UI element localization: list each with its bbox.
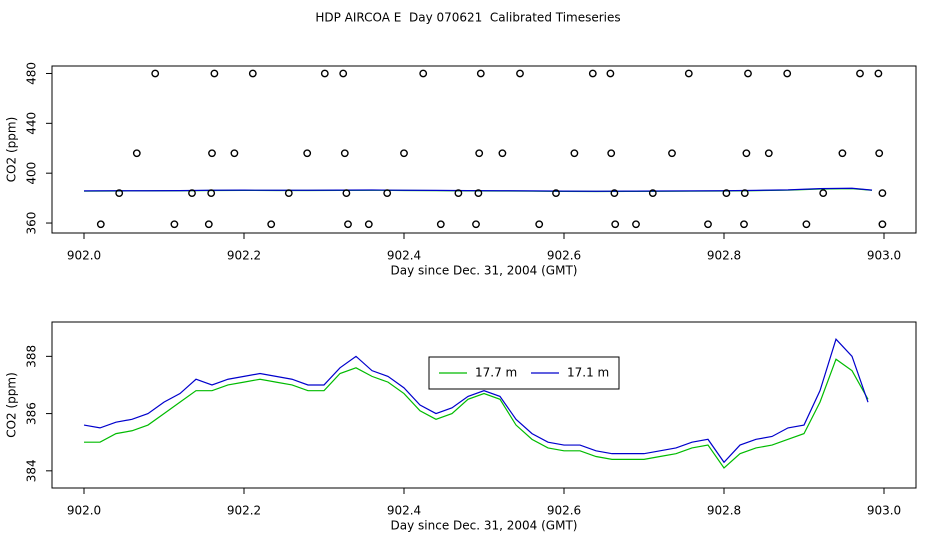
calibration-point [610,189,619,198]
calibration-point [474,189,483,198]
series-line [83,338,869,464]
calibration-point [611,220,620,229]
calibration-point [132,149,141,158]
calibration-point [648,189,657,198]
y-tick-label: 400 [25,162,39,185]
calibration-point [436,220,445,229]
x-tick-label: 902.0 [67,249,101,263]
calibration-point [740,220,748,229]
y-tick-label: 440 [25,112,39,135]
calibration-point [607,149,616,158]
x-tick-label: 902.6 [547,504,581,518]
calibration-point [856,69,864,78]
calibration-point [344,220,352,229]
calibration-point [400,149,408,158]
legend-label: 17.1 m [567,366,609,380]
calibration-point [498,149,507,158]
x-axis-label: Day since Dec. 31, 2004 (GMT) [391,519,578,533]
calibration-point [875,149,884,158]
x-tick-label: 903.0 [867,249,901,263]
y-tick-label: 388 [25,345,39,368]
calibration-point [342,189,351,198]
series-line [84,358,869,469]
y-tick-label: 386 [25,402,39,425]
calibration-point [339,69,348,78]
calibration-point [303,149,312,158]
calibration-point [96,220,105,229]
calibration-point [740,189,749,198]
calibration-point [170,220,179,229]
plot-frame [51,65,917,234]
x-axis-label: Day since Dec. 31, 2004 (GMT) [391,264,578,278]
calibration-point [248,69,257,78]
calibration-point [340,149,349,158]
calibration-point [267,220,276,229]
calibration-point [207,189,216,198]
y-axis-label: CO2 (ppm) [5,117,19,183]
figure-title: HDP AIRCOA E Day 070621 Calibrated Times… [315,11,620,25]
x-tick-label: 903.0 [867,504,901,518]
calibration-point [535,220,544,229]
calibration-point [802,220,811,229]
x-tick-label: 902.4 [387,504,421,518]
y-tick-label: 384 [25,459,39,482]
calibration-point [874,69,883,78]
x-tick-label: 902.2 [227,504,261,518]
calibration-point [320,69,329,78]
calibration-point [878,220,887,229]
x-tick-label: 902.0 [67,504,101,518]
calibration-point [838,149,847,158]
calibration-point [684,69,693,78]
x-tick-label: 902.2 [227,249,261,263]
calibration-point [284,189,293,198]
calibration-point [764,149,773,158]
calibration-point [454,189,463,198]
calibration-point [476,69,485,78]
calibration-point [230,149,239,158]
calibration-point [475,149,484,158]
calibration-point [742,149,751,158]
calibration-point [552,189,560,198]
y-tick-label: 480 [25,62,39,85]
calibration-point [210,69,219,78]
calibration-point [364,220,373,229]
y-tick-label: 360 [25,212,39,235]
x-tick-label: 902.8 [707,249,741,263]
calibration-point [744,69,752,78]
calibration-point [632,220,640,229]
x-tick-label: 902.4 [387,249,421,263]
calibration-point [570,149,579,158]
calibration-point [606,69,615,78]
series-line [83,187,873,192]
calibration-point [472,220,480,229]
calibration-point [383,189,392,198]
calibration-point [878,189,887,198]
calibration-point [204,220,213,229]
calibration-point [819,189,828,198]
calibration-point [722,189,731,198]
legend-label: 17.7 m [475,366,517,380]
calibration-point [208,149,216,158]
calibration-point [668,149,676,158]
calibration-point [704,220,712,229]
calibration-point [151,69,160,78]
y-axis-label: CO2 (ppm) [5,372,19,438]
calibration-point [588,69,597,78]
calibration-point [419,69,428,78]
calibration-point [188,189,196,198]
calibration-point [783,69,792,78]
calibration-point [115,189,124,198]
calibration-point [516,69,524,78]
x-tick-label: 902.8 [707,504,741,518]
plot-frame [51,321,917,489]
x-tick-label: 902.6 [547,249,581,263]
